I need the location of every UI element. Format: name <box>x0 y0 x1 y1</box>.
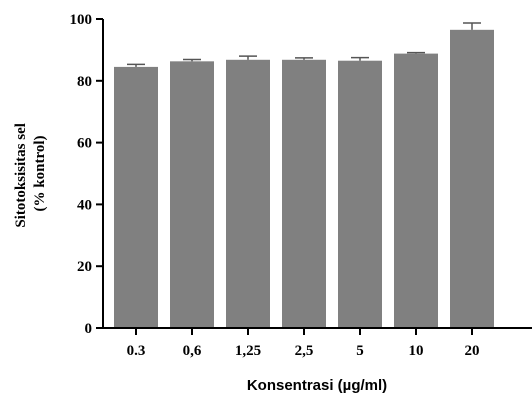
plot-area <box>114 22 494 329</box>
bar <box>338 60 382 329</box>
y-axis-title: Sitotoksisitas sel (% kontrol) <box>13 119 48 227</box>
x-tick-label: 5 <box>356 343 364 359</box>
x-tick-label: 2,5 <box>295 343 314 359</box>
bar <box>450 29 494 328</box>
x-tick-label: 0,6 <box>183 343 202 359</box>
bar <box>226 59 270 329</box>
y-tick-label: 20 <box>77 259 92 275</box>
x-axis-ticks: 0.3 0,6 1,25 2,5 5 10 20 <box>127 328 480 359</box>
x-tick-label: 20 <box>465 343 480 359</box>
x-tick-label: 1,25 <box>235 343 261 359</box>
bar <box>282 59 326 329</box>
x-tick-label: 0.3 <box>127 343 146 359</box>
y-tick-label: 40 <box>77 197 92 213</box>
y-tick-label: 80 <box>77 74 92 90</box>
y-axis-title-line-2: (% kontrol) <box>32 136 48 212</box>
x-axis-title: Konsentrasi (µg/ml) <box>247 377 387 394</box>
bar <box>114 66 158 329</box>
bar <box>394 53 438 328</box>
y-tick-label: 100 <box>70 12 93 28</box>
y-tick-label: 0 <box>85 321 93 337</box>
y-tick-label: 60 <box>77 136 92 152</box>
x-tick-label: 10 <box>409 343 424 359</box>
y-axis-title-line-1: Sitotoksisitas sel <box>13 123 29 228</box>
y-axis-ticks: 0 20 40 60 80 100 <box>70 12 103 337</box>
bar <box>170 61 214 328</box>
